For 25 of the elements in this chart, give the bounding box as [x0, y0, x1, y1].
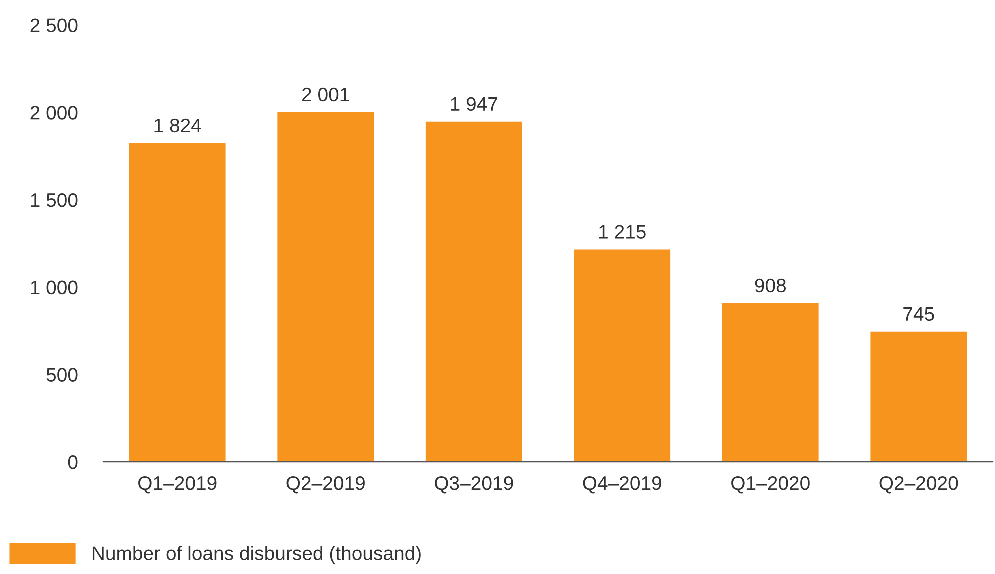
x-tick-label: Q3–2019: [435, 476, 514, 494]
bar: [129, 143, 226, 462]
y-tick-label: 2 000: [30, 106, 78, 120]
legend-label: Number of loans disbursed (thousand): [92, 546, 421, 564]
data-label: 1 824: [154, 118, 202, 133]
bar: [722, 303, 819, 462]
x-tick-label: Q4–2019: [583, 476, 662, 494]
data-label: 2 001: [302, 88, 350, 102]
x-tick-label: Q1–2020: [732, 476, 810, 494]
y-tick-label: 0: [68, 456, 78, 470]
bar: [574, 250, 671, 462]
data-label: 1 215: [600, 225, 646, 239]
bar: [426, 122, 522, 462]
y-tick-label: 1 000: [31, 280, 78, 295]
x-tick-label: Q1–2019: [138, 476, 217, 494]
x-tick-label: Q2–2020: [880, 476, 958, 494]
data-label: 745: [904, 308, 934, 322]
x-tick-label: Q2–2019: [286, 476, 365, 494]
bar: [278, 112, 374, 462]
y-tick-label: 2 500: [30, 18, 78, 32]
bar: [870, 332, 968, 462]
data-label: 1 947: [451, 97, 498, 112]
data-label: 908: [755, 278, 786, 293]
y-tick-label: 500: [46, 368, 78, 382]
y-tick-label: 1 500: [31, 193, 78, 208]
